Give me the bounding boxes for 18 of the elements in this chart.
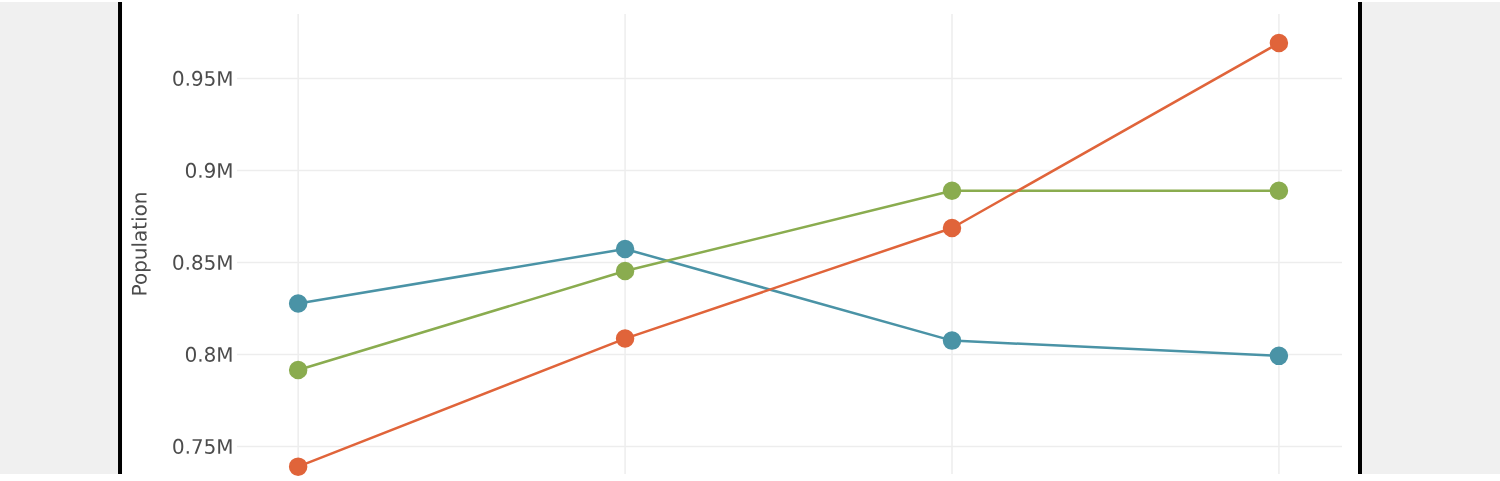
point [288,360,308,380]
point [942,218,962,238]
y-tick-label: 0.9M [185,162,232,178]
point [288,294,308,313]
point [615,329,635,348]
point [1269,346,1289,366]
point [942,331,962,350]
point [1269,33,1289,53]
point [942,181,962,201]
y-tick-label: 0.85M [173,254,232,270]
y-tick-label: 0.8M [185,346,232,362]
y-tick-label: 0.75M [173,438,232,454]
point [615,239,635,259]
y-axis-title: Population [131,193,151,295]
point [1269,181,1289,201]
point [288,457,308,476]
point [615,261,635,281]
y-tick-label: 0.95M [173,70,232,87]
